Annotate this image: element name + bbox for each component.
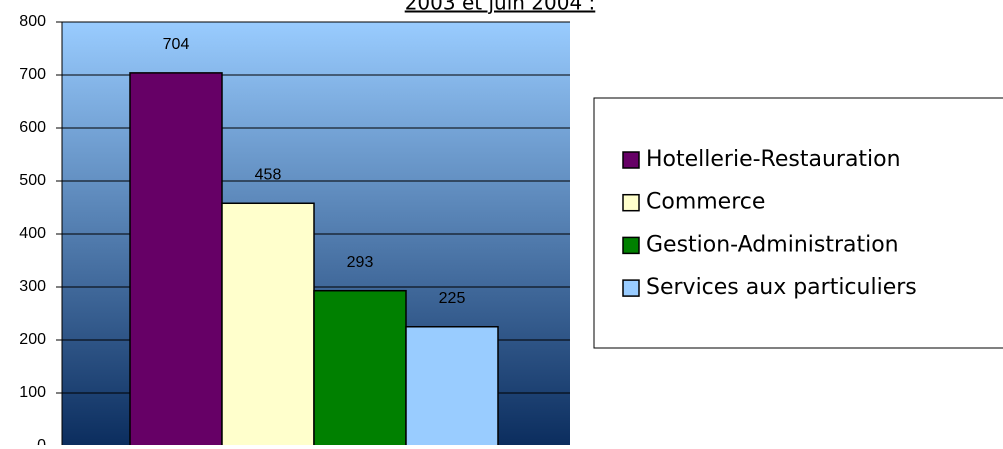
y-tick-label: 300 <box>19 278 46 295</box>
bar <box>129 72 223 447</box>
bar <box>313 289 407 447</box>
legend-label: Commerce <box>646 190 765 215</box>
value-label: 225 <box>439 290 466 307</box>
y-tick-label: 800 <box>19 13 46 30</box>
y-tick-label: 700 <box>19 66 46 83</box>
legend <box>593 97 1003 349</box>
y-tick-label: 500 <box>19 172 46 189</box>
legend-swatch <box>622 236 640 255</box>
legend-label: Gestion-Administration <box>646 232 899 257</box>
value-label: 293 <box>347 254 374 271</box>
y-tick-label: 0 <box>37 437 46 445</box>
bar <box>221 202 315 447</box>
bar <box>405 326 499 447</box>
y-tick-label: 100 <box>19 384 46 401</box>
value-label: 704 <box>163 36 190 53</box>
legend-label: Services aux particuliers <box>646 275 917 300</box>
legend-swatch <box>622 151 640 169</box>
y-tick-label: 200 <box>19 331 46 348</box>
y-tick-label: 600 <box>19 119 46 136</box>
legend-label: Hotellerie-Restauration <box>646 147 901 172</box>
legend-swatch <box>622 193 640 212</box>
legend-swatch <box>622 279 640 297</box>
y-tick-label: 400 <box>19 225 46 242</box>
value-label: 458 <box>255 166 282 183</box>
chart-title: 2003 et juin 2004 : <box>405 0 596 15</box>
